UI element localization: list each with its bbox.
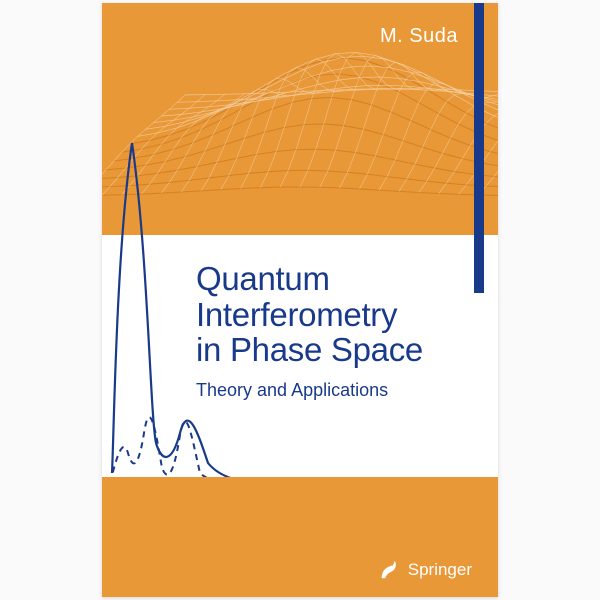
blue-accent-stripe xyxy=(474,3,484,293)
author-name: M. Suda xyxy=(380,25,458,48)
book-cover: M. Suda Quantum Interferometry in Phase … xyxy=(102,3,498,597)
publisher-name: Springer xyxy=(408,560,472,580)
interference-peak-graph xyxy=(102,133,272,493)
springer-horse-icon xyxy=(378,559,400,581)
publisher-block: Springer xyxy=(378,559,472,581)
